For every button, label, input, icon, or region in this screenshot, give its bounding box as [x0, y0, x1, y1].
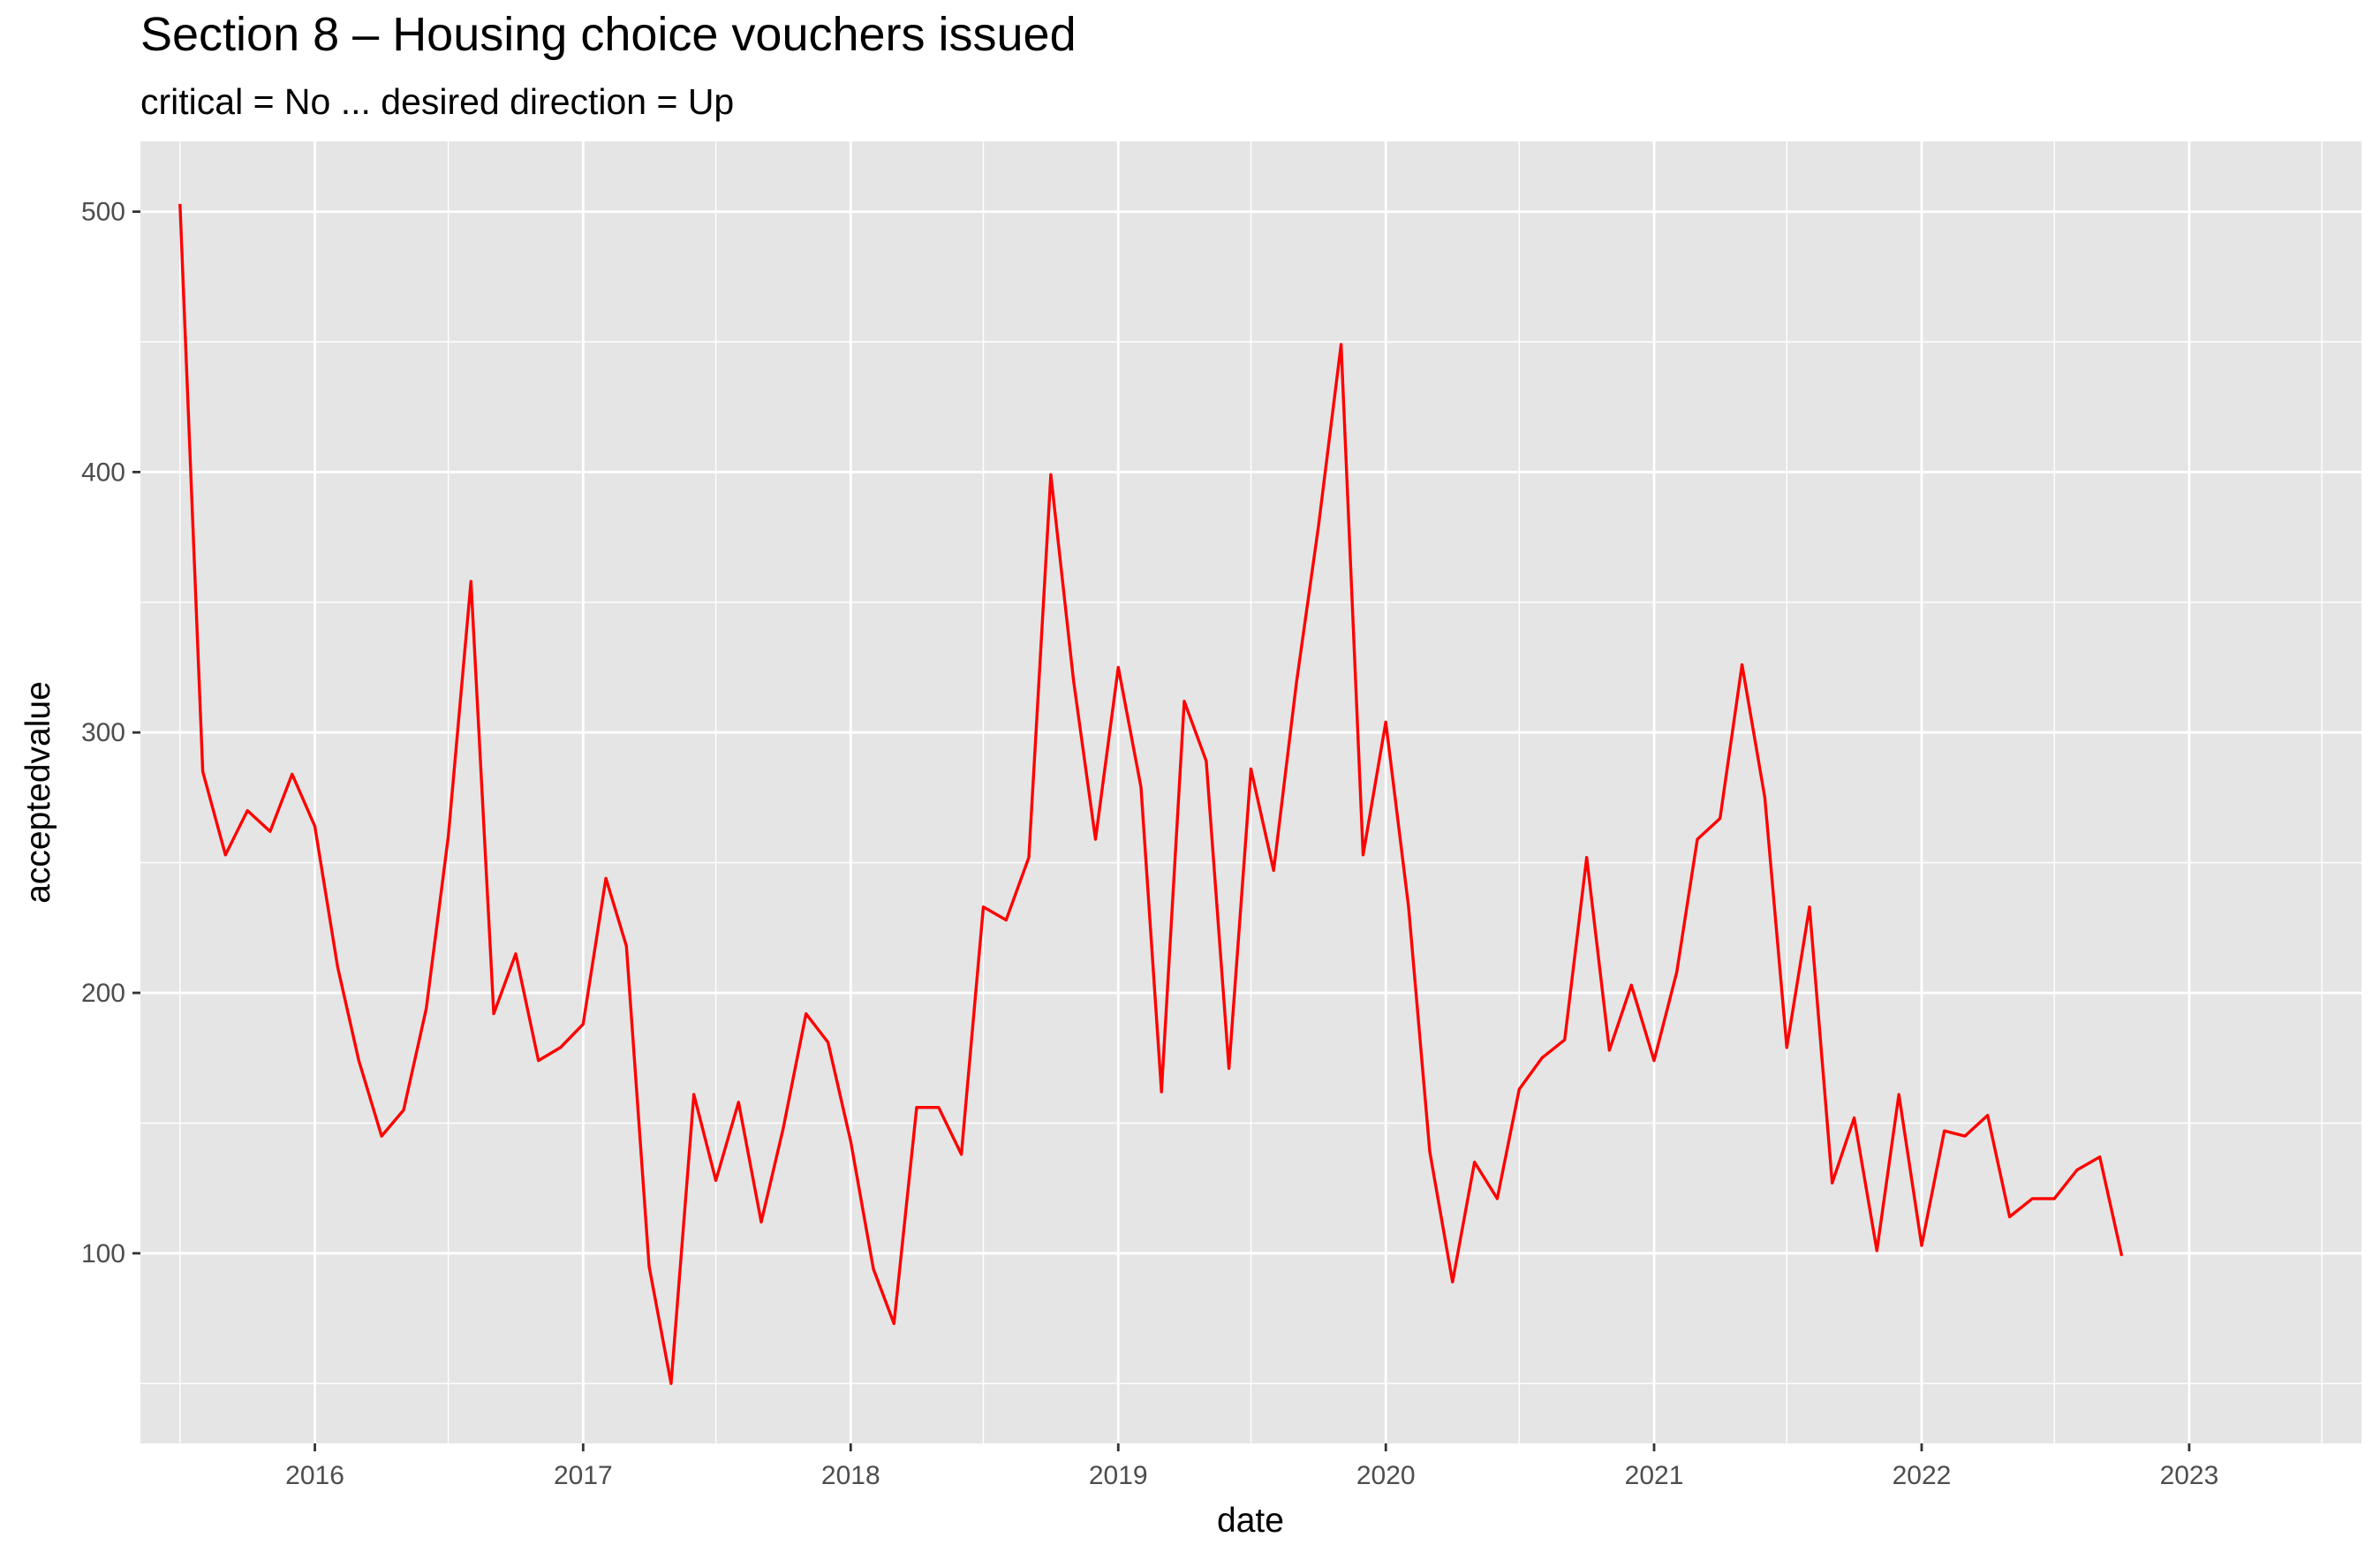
chart-title: Section 8 – Housing choice vouchers issu… [140, 8, 1077, 61]
x-axis: 2016 2017 2018 2019 2020 2021 2022 2023 [285, 1443, 2218, 1490]
x-tick-label: 2016 [285, 1461, 344, 1490]
y-tick-label: 100 [81, 1239, 125, 1268]
x-tick-label: 2021 [1625, 1461, 1684, 1490]
x-tick-label: 2019 [1089, 1461, 1148, 1490]
series-line [178, 203, 2124, 1385]
y-tick-label: 300 [81, 718, 125, 747]
y-axis: 100 200 300 400 500 [81, 198, 140, 1268]
chart-subtitle: critical = No ... desired direction = Up [140, 81, 734, 122]
series-layer [178, 203, 2124, 1385]
minor-gridlines [140, 141, 2361, 1443]
x-tick-label: 2020 [1356, 1461, 1416, 1490]
x-axis-title: date [1217, 1502, 1284, 1540]
y-tick-label: 400 [81, 458, 125, 487]
x-tick-label: 2018 [821, 1461, 880, 1490]
x-tick-label: 2023 [2160, 1461, 2219, 1490]
x-tick-label: 2022 [1893, 1461, 1952, 1490]
x-tick-label: 2017 [554, 1461, 613, 1490]
y-tick-label: 200 [81, 979, 125, 1008]
y-axis-title: acceptedvalue [19, 681, 57, 904]
major-gridlines [140, 141, 2361, 1443]
y-tick-label: 500 [81, 198, 125, 227]
